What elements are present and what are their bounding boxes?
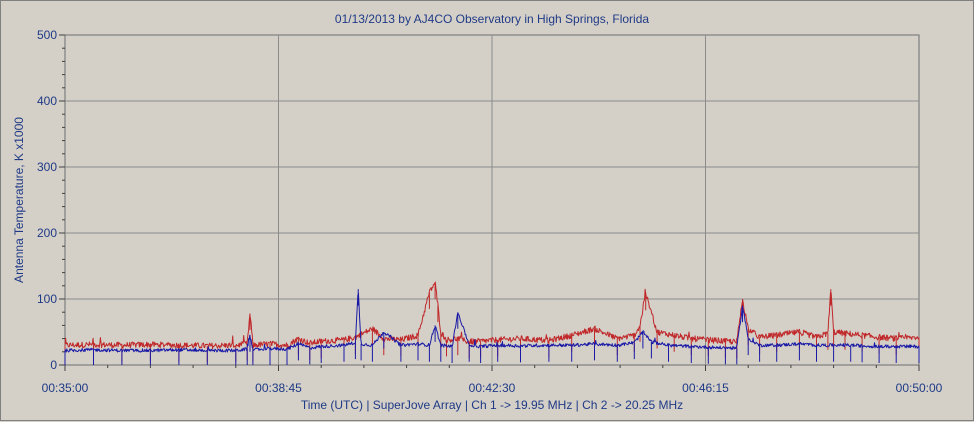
y-tick-label: 200 (37, 226, 57, 240)
x-tick-label: 00:46:15 (682, 381, 729, 395)
x-axis-label: Time (UTC) | SuperJove Array | Ch 1 -> 1… (301, 398, 683, 412)
axis-ticks (59, 34, 920, 371)
y-tick-label: 400 (37, 94, 57, 108)
tick-labels: 0 100 200 300 400 500 00:35:00 00:38:45 00:42:30… (37, 28, 943, 395)
series-group (64, 281, 920, 365)
y-tick-label: 100 (37, 292, 57, 306)
series-line-ch2 (64, 289, 920, 365)
y-tick-label: 300 (37, 160, 57, 174)
y-tick-label: 500 (37, 28, 57, 42)
x-tick-label: 00:50:00 (896, 381, 943, 395)
x-tick-label: 00:42:30 (469, 381, 516, 395)
y-axis-label: Antenna Temperature, K x1000 (12, 117, 26, 283)
x-tick-label: 00:35:00 (42, 381, 89, 395)
x-tick-label: 00:38:45 (255, 381, 302, 395)
chart-title: 01/13/2013 by AJ4CO Observatory in High … (335, 12, 649, 26)
grid-lines (65, 35, 919, 365)
y-tick-label: 0 (50, 358, 57, 372)
